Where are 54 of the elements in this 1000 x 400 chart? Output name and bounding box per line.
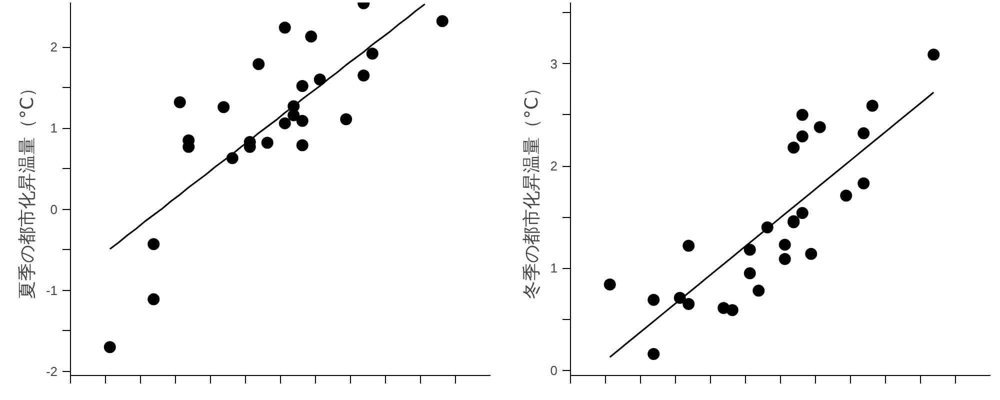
point bbox=[858, 177, 870, 190]
point bbox=[305, 30, 318, 43]
point bbox=[648, 348, 660, 360]
line-series bbox=[109, 3, 426, 250]
point bbox=[340, 113, 352, 126]
point bbox=[148, 293, 160, 306]
point bbox=[278, 117, 291, 130]
point bbox=[866, 100, 878, 112]
point bbox=[358, 69, 370, 82]
point bbox=[261, 136, 274, 149]
point bbox=[726, 304, 738, 316]
point bbox=[296, 80, 308, 92]
point bbox=[796, 108, 808, 121]
point bbox=[278, 22, 291, 34]
y-axis-title: 冬季の都市化昇温量（°C） bbox=[521, 79, 542, 299]
y-tick-label: 1 bbox=[50, 120, 58, 136]
point bbox=[744, 267, 756, 280]
y-tick-label: 0 bbox=[550, 362, 558, 378]
y-tick-label: 2 bbox=[50, 40, 58, 55]
point bbox=[796, 207, 808, 220]
y-tick-label: 3 bbox=[550, 56, 558, 72]
point bbox=[928, 48, 940, 61]
y-tick-label: -2 bbox=[46, 364, 58, 379]
point bbox=[682, 240, 695, 252]
point bbox=[788, 142, 800, 154]
point bbox=[858, 127, 870, 140]
point bbox=[366, 48, 378, 60]
line-series bbox=[609, 92, 934, 358]
y-axis-title: 夏季の都市化昇温量（°C） bbox=[16, 79, 38, 299]
point bbox=[778, 253, 791, 265]
point bbox=[778, 238, 791, 251]
point bbox=[604, 278, 616, 291]
y-tick-label: 1 bbox=[550, 260, 558, 276]
y-tick-label: 0 bbox=[50, 202, 58, 217]
point bbox=[148, 238, 160, 250]
point bbox=[104, 341, 116, 354]
point bbox=[436, 15, 448, 28]
point bbox=[314, 74, 326, 86]
point bbox=[288, 109, 300, 122]
point bbox=[296, 139, 308, 152]
point bbox=[744, 244, 756, 256]
point bbox=[752, 284, 765, 297]
point bbox=[840, 190, 852, 202]
point bbox=[252, 58, 265, 70]
y-tick-label: 2 bbox=[550, 158, 558, 174]
point bbox=[174, 96, 186, 108]
point bbox=[796, 130, 808, 142]
point bbox=[296, 114, 308, 127]
point bbox=[682, 298, 695, 310]
point bbox=[218, 101, 230, 114]
y-tick-label: -1 bbox=[46, 282, 58, 298]
point bbox=[648, 294, 660, 306]
point bbox=[805, 248, 818, 260]
point bbox=[814, 121, 826, 134]
